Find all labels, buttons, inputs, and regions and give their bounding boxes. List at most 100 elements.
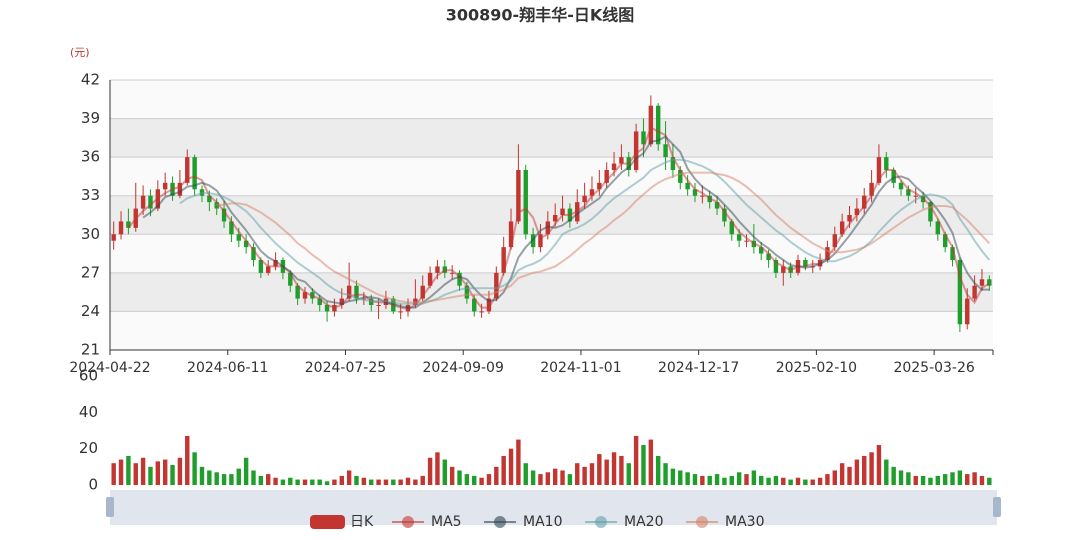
candle-body [354, 285, 359, 299]
candle-body [118, 221, 124, 235]
split-area [110, 157, 993, 196]
candle-body [398, 311, 403, 313]
volume-bar [847, 466, 852, 485]
volume-bar [773, 475, 779, 485]
volume-bar [626, 463, 631, 485]
volume-bar [464, 474, 470, 485]
volume-bar [906, 472, 911, 485]
candle-body [552, 215, 558, 222]
legend-label[interactable]: 日K [350, 514, 374, 530]
candle-body [148, 195, 153, 209]
candle-body [692, 189, 698, 196]
legend-label[interactable]: MA30 [725, 514, 764, 530]
volume-bar [692, 474, 698, 485]
ma-line [216, 171, 991, 304]
volume-bar [965, 474, 970, 485]
chart-title: 300890-翔丰华-日K线图 [446, 6, 634, 25]
volume-bar [457, 470, 462, 485]
volume-bar [405, 477, 411, 485]
volume-bar [339, 475, 344, 485]
volume-tick-label: 0 [88, 476, 98, 494]
y-tick-label: 36 [81, 148, 100, 166]
volume-bar [670, 468, 676, 485]
candle-body [288, 272, 293, 286]
candle-body [781, 266, 786, 273]
volume-bar [722, 477, 727, 485]
volume-bar [346, 470, 352, 485]
legend-label[interactable]: MA10 [523, 514, 562, 530]
volume-bar [494, 466, 499, 485]
candle-body [243, 240, 249, 248]
candle-body [295, 285, 300, 299]
volume-bar [155, 461, 161, 485]
volume-bar [611, 452, 617, 485]
candle-body [663, 144, 668, 158]
volume-bar [913, 475, 918, 485]
plot-background [110, 79, 993, 351]
volume-bar [869, 452, 874, 485]
volume-bar [243, 457, 249, 485]
candle-body [435, 266, 440, 273]
volume-bar [332, 479, 337, 485]
candle-body [339, 298, 344, 305]
candle-body [265, 266, 271, 273]
volume-bar [354, 475, 359, 485]
zoom-handle[interactable] [993, 497, 1001, 517]
candle-body [376, 305, 381, 306]
volume-bar [759, 475, 764, 485]
volume-bar [302, 479, 308, 485]
legend-label[interactable]: MA20 [624, 514, 663, 530]
volume-bar [942, 474, 948, 485]
candle-body [839, 221, 845, 235]
candle-body [582, 195, 587, 203]
volume-bar [876, 445, 882, 485]
volume-bar [383, 479, 389, 485]
volume-bar [714, 474, 720, 485]
candle-body [229, 221, 234, 235]
candle-body [449, 272, 455, 274]
legend-label[interactable]: MA5 [431, 514, 462, 530]
volume-bar [633, 435, 639, 485]
candle-body [604, 170, 609, 183]
volume-bar [369, 479, 374, 485]
split-area [110, 80, 993, 119]
volume-bar [862, 455, 867, 485]
candle-body [950, 247, 955, 260]
candle-body [472, 298, 477, 312]
candle-body [678, 170, 683, 183]
volume-bar [324, 481, 330, 485]
y-tick-label: 30 [81, 225, 100, 243]
volume-bar [839, 463, 845, 485]
volume-bar [449, 466, 455, 485]
zoom-handle[interactable] [106, 497, 114, 517]
volume-bar [552, 468, 558, 485]
candle-body [523, 170, 528, 235]
volume-bar [567, 474, 573, 485]
ma-line [127, 126, 990, 310]
legend-icon [494, 516, 506, 528]
candle-body [597, 182, 602, 190]
y-tick-label: 42 [81, 71, 100, 89]
volume-bar [251, 470, 256, 485]
candle-body [185, 157, 190, 183]
candle-body [545, 221, 551, 235]
candle-body [655, 105, 661, 145]
candle-body [700, 195, 705, 197]
candle-body [736, 234, 742, 241]
candle-body [236, 234, 241, 241]
candle-body [898, 182, 904, 190]
candle-body [928, 202, 933, 222]
y-tick-label: 39 [81, 109, 100, 127]
candle-body [258, 260, 264, 273]
volume-bar [766, 477, 771, 485]
volume-bar [825, 474, 830, 485]
candle-body [847, 215, 852, 222]
volume-bar [648, 439, 654, 485]
volume-bar [162, 459, 168, 485]
ma-line [142, 135, 990, 309]
volume-bar [258, 475, 264, 485]
zoom-slider[interactable] [110, 490, 997, 525]
candle-body [935, 221, 941, 235]
